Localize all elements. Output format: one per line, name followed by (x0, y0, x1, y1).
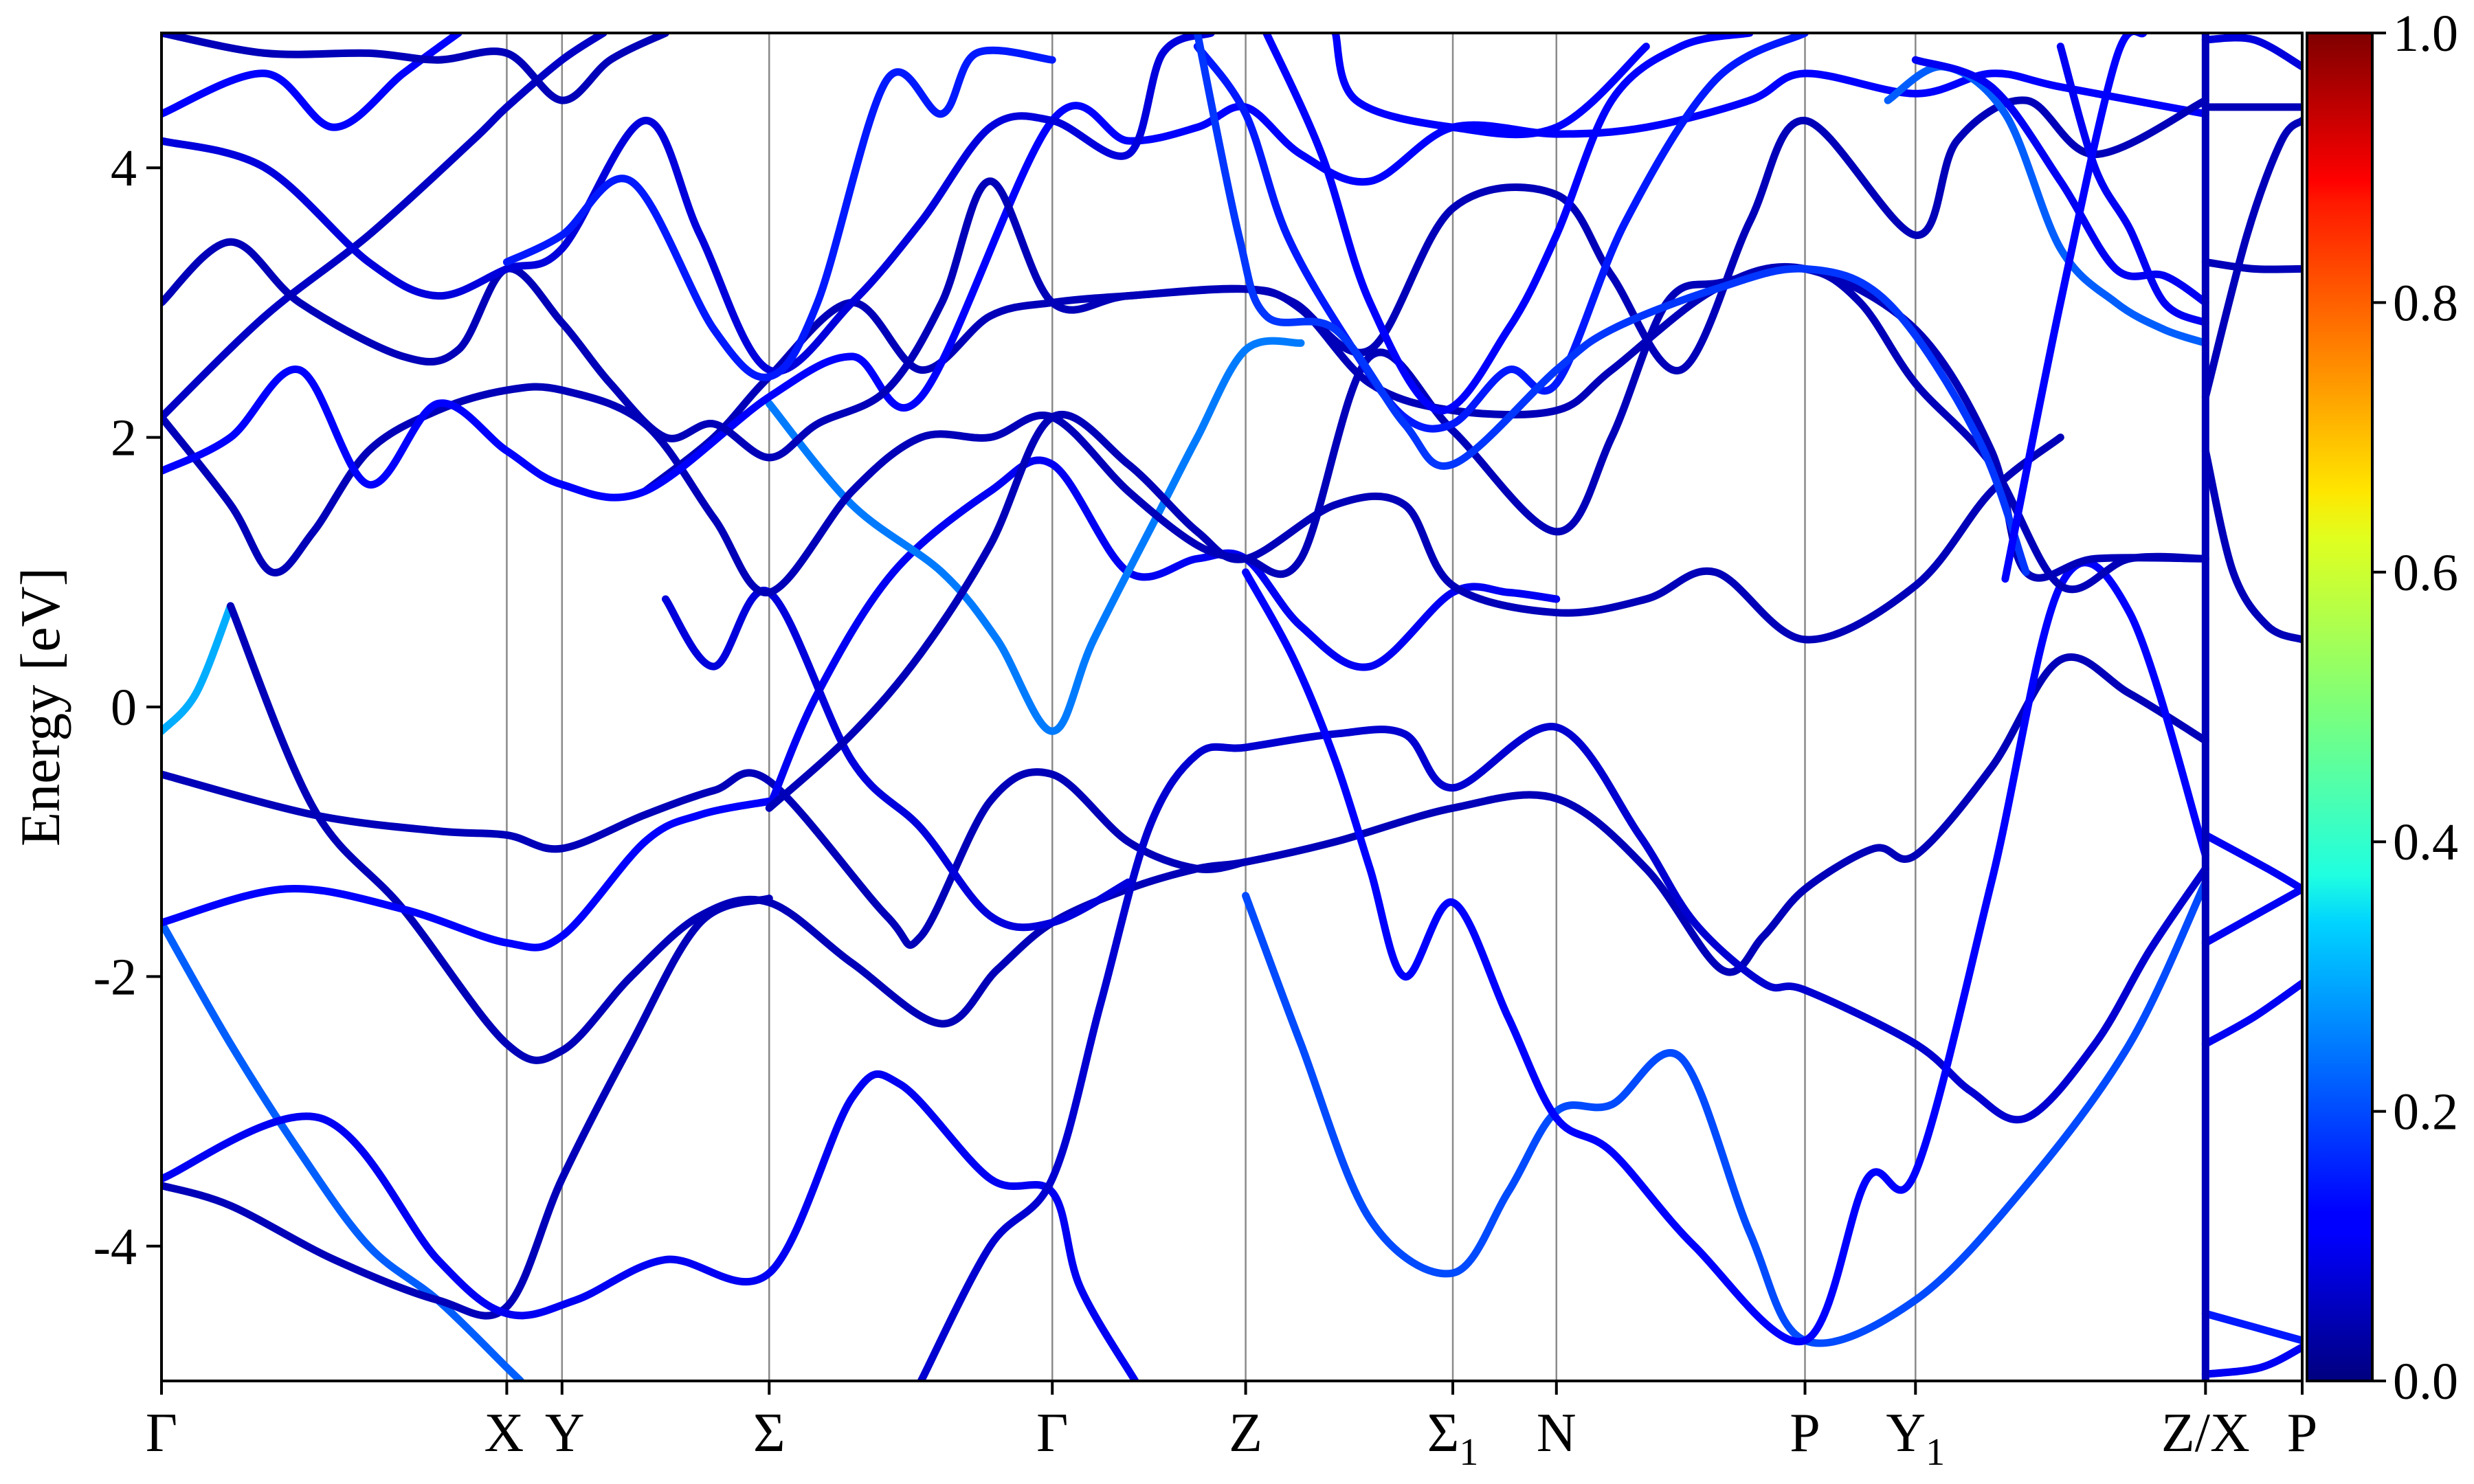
k-point-label: P (1790, 1403, 1820, 1463)
colorbar-frame (2306, 32, 2374, 1382)
y-tick-label: -4 (93, 1218, 137, 1276)
colorbar (2307, 33, 2372, 1381)
k-point-label: Σ (753, 1403, 785, 1463)
colorbar-tick-label: 0.8 (2393, 274, 2458, 332)
y-tick-label: -2 (93, 948, 137, 1006)
y-axis-label: Energy [eV] (9, 567, 71, 846)
band-line (2201, 117, 2302, 401)
band-line (2201, 979, 2302, 1048)
k-point-label: P (2287, 1403, 2318, 1463)
band-line (161, 33, 1215, 376)
band-line (2201, 258, 2302, 273)
band-line (161, 33, 608, 421)
y-tick-label: 2 (111, 409, 137, 467)
band-lines (161, 33, 2302, 1381)
band-line (2201, 1343, 2302, 1378)
band-line (161, 265, 2209, 596)
band-line (1262, 33, 1754, 414)
k-point-label: Y1 (1886, 1403, 1945, 1474)
band-line (502, 46, 1056, 381)
k-point-label: Σ1 (1427, 1403, 1479, 1474)
k-point-label: Γ (146, 1403, 177, 1463)
band-line (2201, 885, 2302, 947)
band-line (1193, 33, 2030, 576)
band-line (161, 96, 2209, 462)
k-point-label: Z (1229, 1403, 1262, 1463)
band-line (227, 602, 2209, 1064)
colorbar-ticks: 0.0 0.2 0.4 0.6 0.8 1.0 (2372, 5, 2458, 1410)
band-line (2201, 831, 2302, 893)
band-line (161, 602, 234, 735)
band-line (765, 410, 2064, 812)
band-line (161, 69, 2209, 502)
x-axis-ticks: Γ X Y Σ Γ Z Σ1 N P Y1 Z/X P (146, 1381, 2317, 1474)
band-line (161, 895, 773, 1320)
band-line (2201, 34, 2302, 71)
y-tick-label: 4 (111, 139, 137, 197)
colorbar-tick-label: 0.0 (2393, 1353, 2458, 1410)
k-point-label: Z/X (2161, 1403, 2250, 1463)
k-point-label: Y (545, 1403, 585, 1463)
colorbar-tick-label: 0.6 (2393, 544, 2458, 602)
band-line (161, 1070, 1139, 1381)
band-line (1911, 56, 2209, 306)
colorbar-tick-label: 0.4 (2393, 813, 2458, 871)
band-line (2001, 33, 2148, 583)
band-line (2056, 43, 2209, 327)
band-line (161, 797, 773, 952)
band-line (917, 723, 2209, 1381)
band-line (765, 337, 1305, 735)
plot-frame (160, 32, 2304, 1382)
band-line (2201, 1309, 2302, 1345)
band-line (662, 587, 1133, 932)
band-line (161, 919, 524, 1381)
band-line (1331, 33, 1650, 139)
band-line (1242, 878, 2209, 1347)
k-point-label: N (1537, 1403, 1576, 1463)
band-line (640, 262, 2209, 582)
band-line (161, 33, 669, 104)
y-axis-ticks: -4 -2 0 2 4 (93, 139, 161, 1276)
colorbar-tick-label: 1.0 (2393, 5, 2458, 63)
band-line (161, 768, 1250, 949)
band-line (1242, 559, 2209, 1346)
band-line (1193, 33, 1809, 433)
k-point-label: X (484, 1403, 524, 1463)
high-symmetry-lines (506, 33, 2207, 1381)
band-line (2201, 447, 2302, 644)
colorbar-tick-label: 0.2 (2393, 1083, 2458, 1141)
k-point-label: Γ (1036, 1403, 1068, 1463)
band-line (765, 456, 1561, 812)
y-tick-label: 0 (111, 679, 137, 737)
band-line (161, 33, 463, 131)
